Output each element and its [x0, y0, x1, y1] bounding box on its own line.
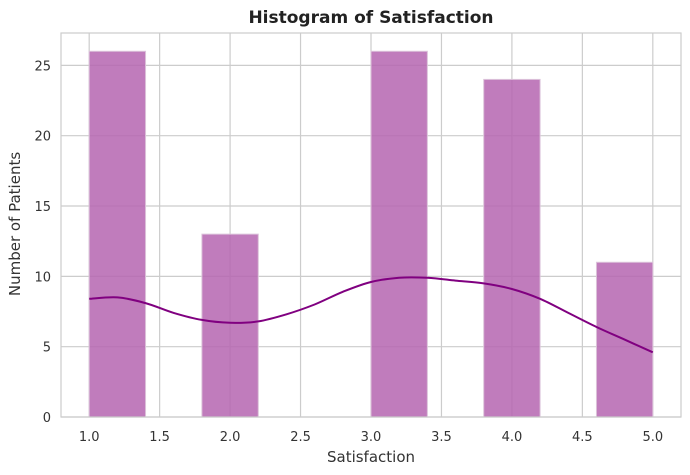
- x-tick-label: 1.5: [149, 430, 170, 445]
- histogram-bar: [88, 50, 147, 418]
- y-tick-label: 0: [43, 411, 51, 426]
- histogram-bar: [370, 50, 428, 418]
- x-tick-label: 2.5: [290, 430, 311, 445]
- y-tick-label: 15: [34, 200, 51, 215]
- x-axis-label: Satisfaction: [327, 448, 415, 466]
- x-tick-labels: 1.0 1.5 2.0 2.5 3.0 3.5 4.0 4.5 5.0: [79, 430, 663, 445]
- x-tick-label: 4.5: [572, 430, 593, 445]
- y-axis-label: Number of Patients: [6, 152, 24, 296]
- x-tick-label: 2.0: [220, 430, 241, 445]
- histogram-bar: [483, 78, 541, 418]
- y-tick-label: 10: [34, 270, 51, 285]
- kde-line: [89, 276, 654, 354]
- x-tick-label: 1.0: [79, 430, 100, 445]
- x-tick-label: 3.5: [431, 430, 452, 445]
- bars: [88, 50, 654, 418]
- y-tick-label: 25: [34, 59, 51, 74]
- plot-frame: [60, 32, 682, 418]
- chart-title: Histogram of Satisfaction: [248, 8, 493, 28]
- y-tick-label: 5: [43, 341, 51, 356]
- x-tick-label: 5.0: [642, 430, 663, 445]
- y-tick-labels: 0 5 10 15 20 25: [34, 59, 51, 426]
- x-tick-label: 4.0: [502, 430, 523, 445]
- histogram-bar: [201, 233, 259, 418]
- x-tick-label: 3.0: [361, 430, 382, 445]
- y-tick-label: 20: [34, 130, 51, 145]
